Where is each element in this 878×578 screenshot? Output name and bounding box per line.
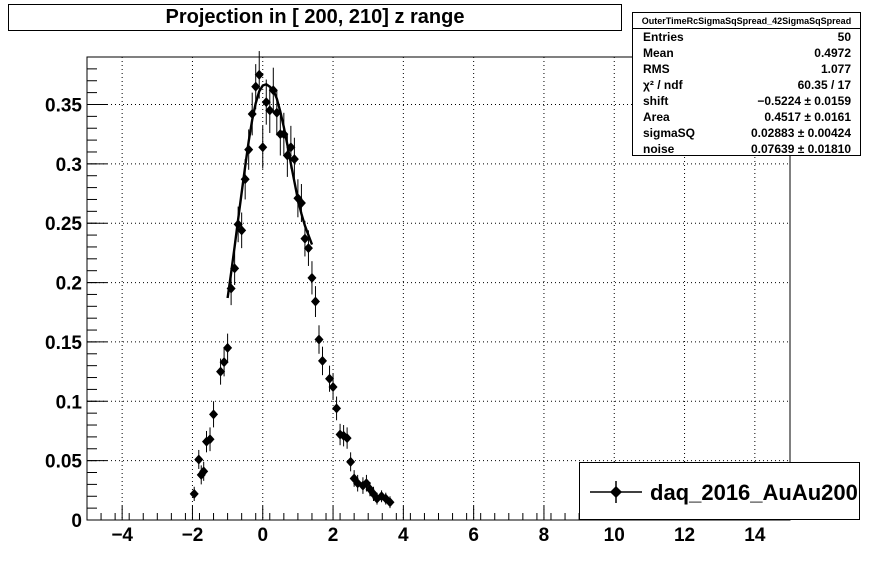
chart-title-box: Projection in [ 200, 210] z range	[8, 4, 622, 31]
stats-row-shift: shift −0.5224 ± 0.0159	[633, 93, 860, 109]
y-tick-label: 0.35	[45, 95, 82, 116]
stats-value: 0.4517 ± 0.0161	[764, 110, 851, 124]
stats-value: 1.077	[820, 62, 851, 76]
data-point	[279, 129, 289, 140]
data-point	[332, 403, 342, 414]
y-tick-label: 0.2	[56, 274, 82, 295]
stats-row-chi2: χ² / ndf 60.35 / 17	[633, 77, 860, 93]
stats-histogram-name: OuterTimeRcSigmaSqSpread_42SigmaSqSpread	[633, 13, 860, 29]
data-point	[289, 154, 299, 165]
y-tick-label: 0	[71, 511, 82, 532]
x-tick-label: 8	[539, 525, 550, 546]
data-point	[282, 150, 292, 161]
data-point	[261, 97, 271, 108]
x-tick-label: 14	[744, 525, 766, 546]
data-point	[205, 434, 215, 445]
data-point	[199, 466, 209, 477]
data-point	[272, 107, 282, 118]
data-point	[219, 357, 229, 368]
data-points	[189, 51, 395, 509]
stats-label: Entries	[643, 30, 684, 44]
data-point	[223, 342, 233, 353]
stats-label: RMS	[643, 62, 670, 76]
stats-value: 0.4972	[814, 46, 851, 60]
data-point	[307, 272, 317, 283]
data-point	[385, 497, 395, 508]
stats-row-rms: RMS 1.077	[633, 61, 860, 77]
x-tick-label: −4	[111, 525, 133, 546]
data-point	[342, 433, 352, 444]
y-tick-label: 0.05	[45, 452, 82, 473]
data-point	[325, 373, 335, 384]
data-point	[237, 225, 247, 236]
stats-label: shift	[643, 94, 669, 108]
data-point	[268, 85, 278, 96]
data-point	[314, 334, 324, 345]
legend: daq_2016_AuAu200	[579, 462, 860, 520]
x-tick-labels: −4 −2 0 2 4 6 8 10 12 14	[111, 525, 766, 546]
data-point	[296, 198, 306, 209]
stats-row-noise: noise 0.07639 ± 0.01810	[633, 141, 860, 157]
y-tick-label: 0.25	[45, 214, 82, 235]
data-point	[254, 69, 264, 80]
stats-box: OuterTimeRcSigmaSqSpread_42SigmaSqSpread…	[632, 12, 861, 156]
stats-label: noise	[643, 142, 675, 156]
stats-row-area: Area 0.4517 ± 0.0161	[633, 109, 860, 125]
data-point	[300, 233, 310, 244]
data-point	[318, 355, 328, 366]
data-point	[328, 382, 338, 393]
y-tick-label: 0.1	[56, 392, 83, 413]
y-tick-label: 0.3	[56, 155, 82, 176]
data-point	[303, 243, 313, 254]
chart-title: Projection in [ 200, 210] z range	[165, 6, 465, 28]
y-tick-labels: 0 0.05 0.1 0.15 0.2 0.25 0.3 0.35	[45, 95, 82, 532]
x-tick-label: 0	[257, 525, 268, 546]
y-tick-label: 0.15	[45, 333, 82, 354]
data-point	[189, 488, 199, 499]
data-point	[230, 263, 240, 274]
data-point	[247, 108, 257, 119]
data-point	[216, 366, 226, 377]
data-point	[251, 81, 261, 92]
stats-value: −0.5224 ± 0.0159	[757, 94, 851, 108]
stats-row-mean: Mean 0.4972	[633, 45, 860, 61]
x-tick-label: 10	[604, 525, 625, 546]
legend-entry-label: daq_2016_AuAu200	[650, 480, 858, 505]
stats-value: 0.02883 ± 0.00424	[750, 126, 851, 140]
x-tick-label: 12	[674, 525, 695, 546]
stats-label: χ² / ndf	[643, 78, 683, 92]
stats-label: Area	[643, 110, 670, 124]
data-point	[244, 144, 254, 155]
x-tick-label: 4	[398, 525, 409, 546]
data-point	[265, 105, 275, 116]
data-point	[226, 283, 236, 294]
data-point	[194, 454, 204, 465]
stats-value: 0.07639 ± 0.01810	[750, 142, 851, 156]
stats-value: 60.35 / 17	[797, 78, 851, 92]
stats-row-sigmasq: sigmaSQ 0.02883 ± 0.00424	[633, 125, 860, 141]
data-point	[346, 456, 356, 467]
x-tick-label: 2	[328, 525, 339, 546]
data-point	[286, 142, 296, 153]
x-tick-label: 6	[468, 525, 479, 546]
data-point	[258, 142, 268, 153]
stats-value: 50	[837, 30, 851, 44]
x-tick-label: −2	[182, 525, 204, 546]
data-point	[310, 296, 320, 307]
stats-label: Mean	[643, 46, 674, 60]
legend-marker-icon	[590, 481, 642, 503]
data-point	[240, 174, 250, 185]
data-point	[209, 409, 219, 420]
stats-label: sigmaSQ	[643, 126, 696, 140]
stats-row-entries: Entries 50	[633, 29, 860, 45]
